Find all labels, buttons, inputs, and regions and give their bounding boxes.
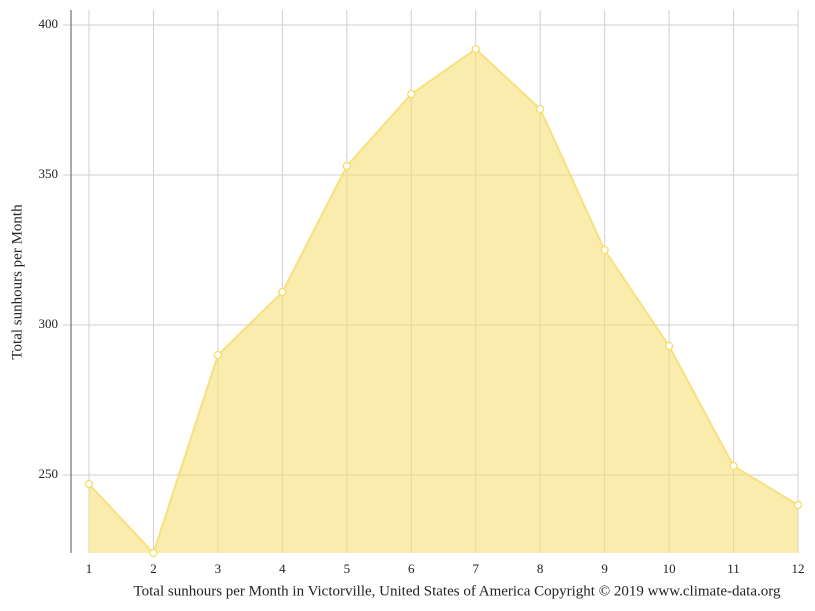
x-tick-label: 7: [472, 561, 479, 576]
data-point: [407, 89, 416, 99]
data-point: [471, 44, 480, 54]
data-point: [149, 548, 158, 558]
data-point: [729, 461, 738, 471]
x-tick-label: 1: [86, 561, 93, 576]
chart-title: Total sunhours per Month in Victorville,…: [134, 583, 781, 599]
x-tick-label: 11: [727, 561, 740, 576]
area-fill: [89, 49, 798, 553]
y-tick-label: 400: [39, 16, 59, 31]
data-point: [793, 500, 803, 510]
data-point: [600, 245, 609, 255]
x-tick-label: 5: [344, 561, 351, 576]
y-tick-label: 300: [39, 316, 59, 331]
y-tick-label: 250: [39, 466, 59, 481]
y-axis-label: Total sunhours per Month: [9, 204, 25, 360]
data-point: [536, 104, 545, 114]
x-tick-label: 9: [601, 561, 608, 576]
x-tick-label: 10: [663, 561, 676, 576]
x-tick-label: 2: [150, 561, 157, 576]
data-point: [278, 287, 287, 297]
x-tick-label: 6: [408, 561, 415, 576]
area-line: [88, 47, 799, 555]
x-tick-label: 3: [215, 561, 222, 576]
x-tick-label: 8: [537, 561, 544, 576]
x-tick-label: 4: [279, 561, 286, 576]
x-tick-label: 12: [792, 561, 805, 576]
data-point: [342, 161, 351, 171]
data-point: [84, 479, 94, 489]
data-point: [664, 341, 674, 351]
y-tick-label: 350: [39, 166, 59, 181]
data-point: [213, 350, 223, 360]
